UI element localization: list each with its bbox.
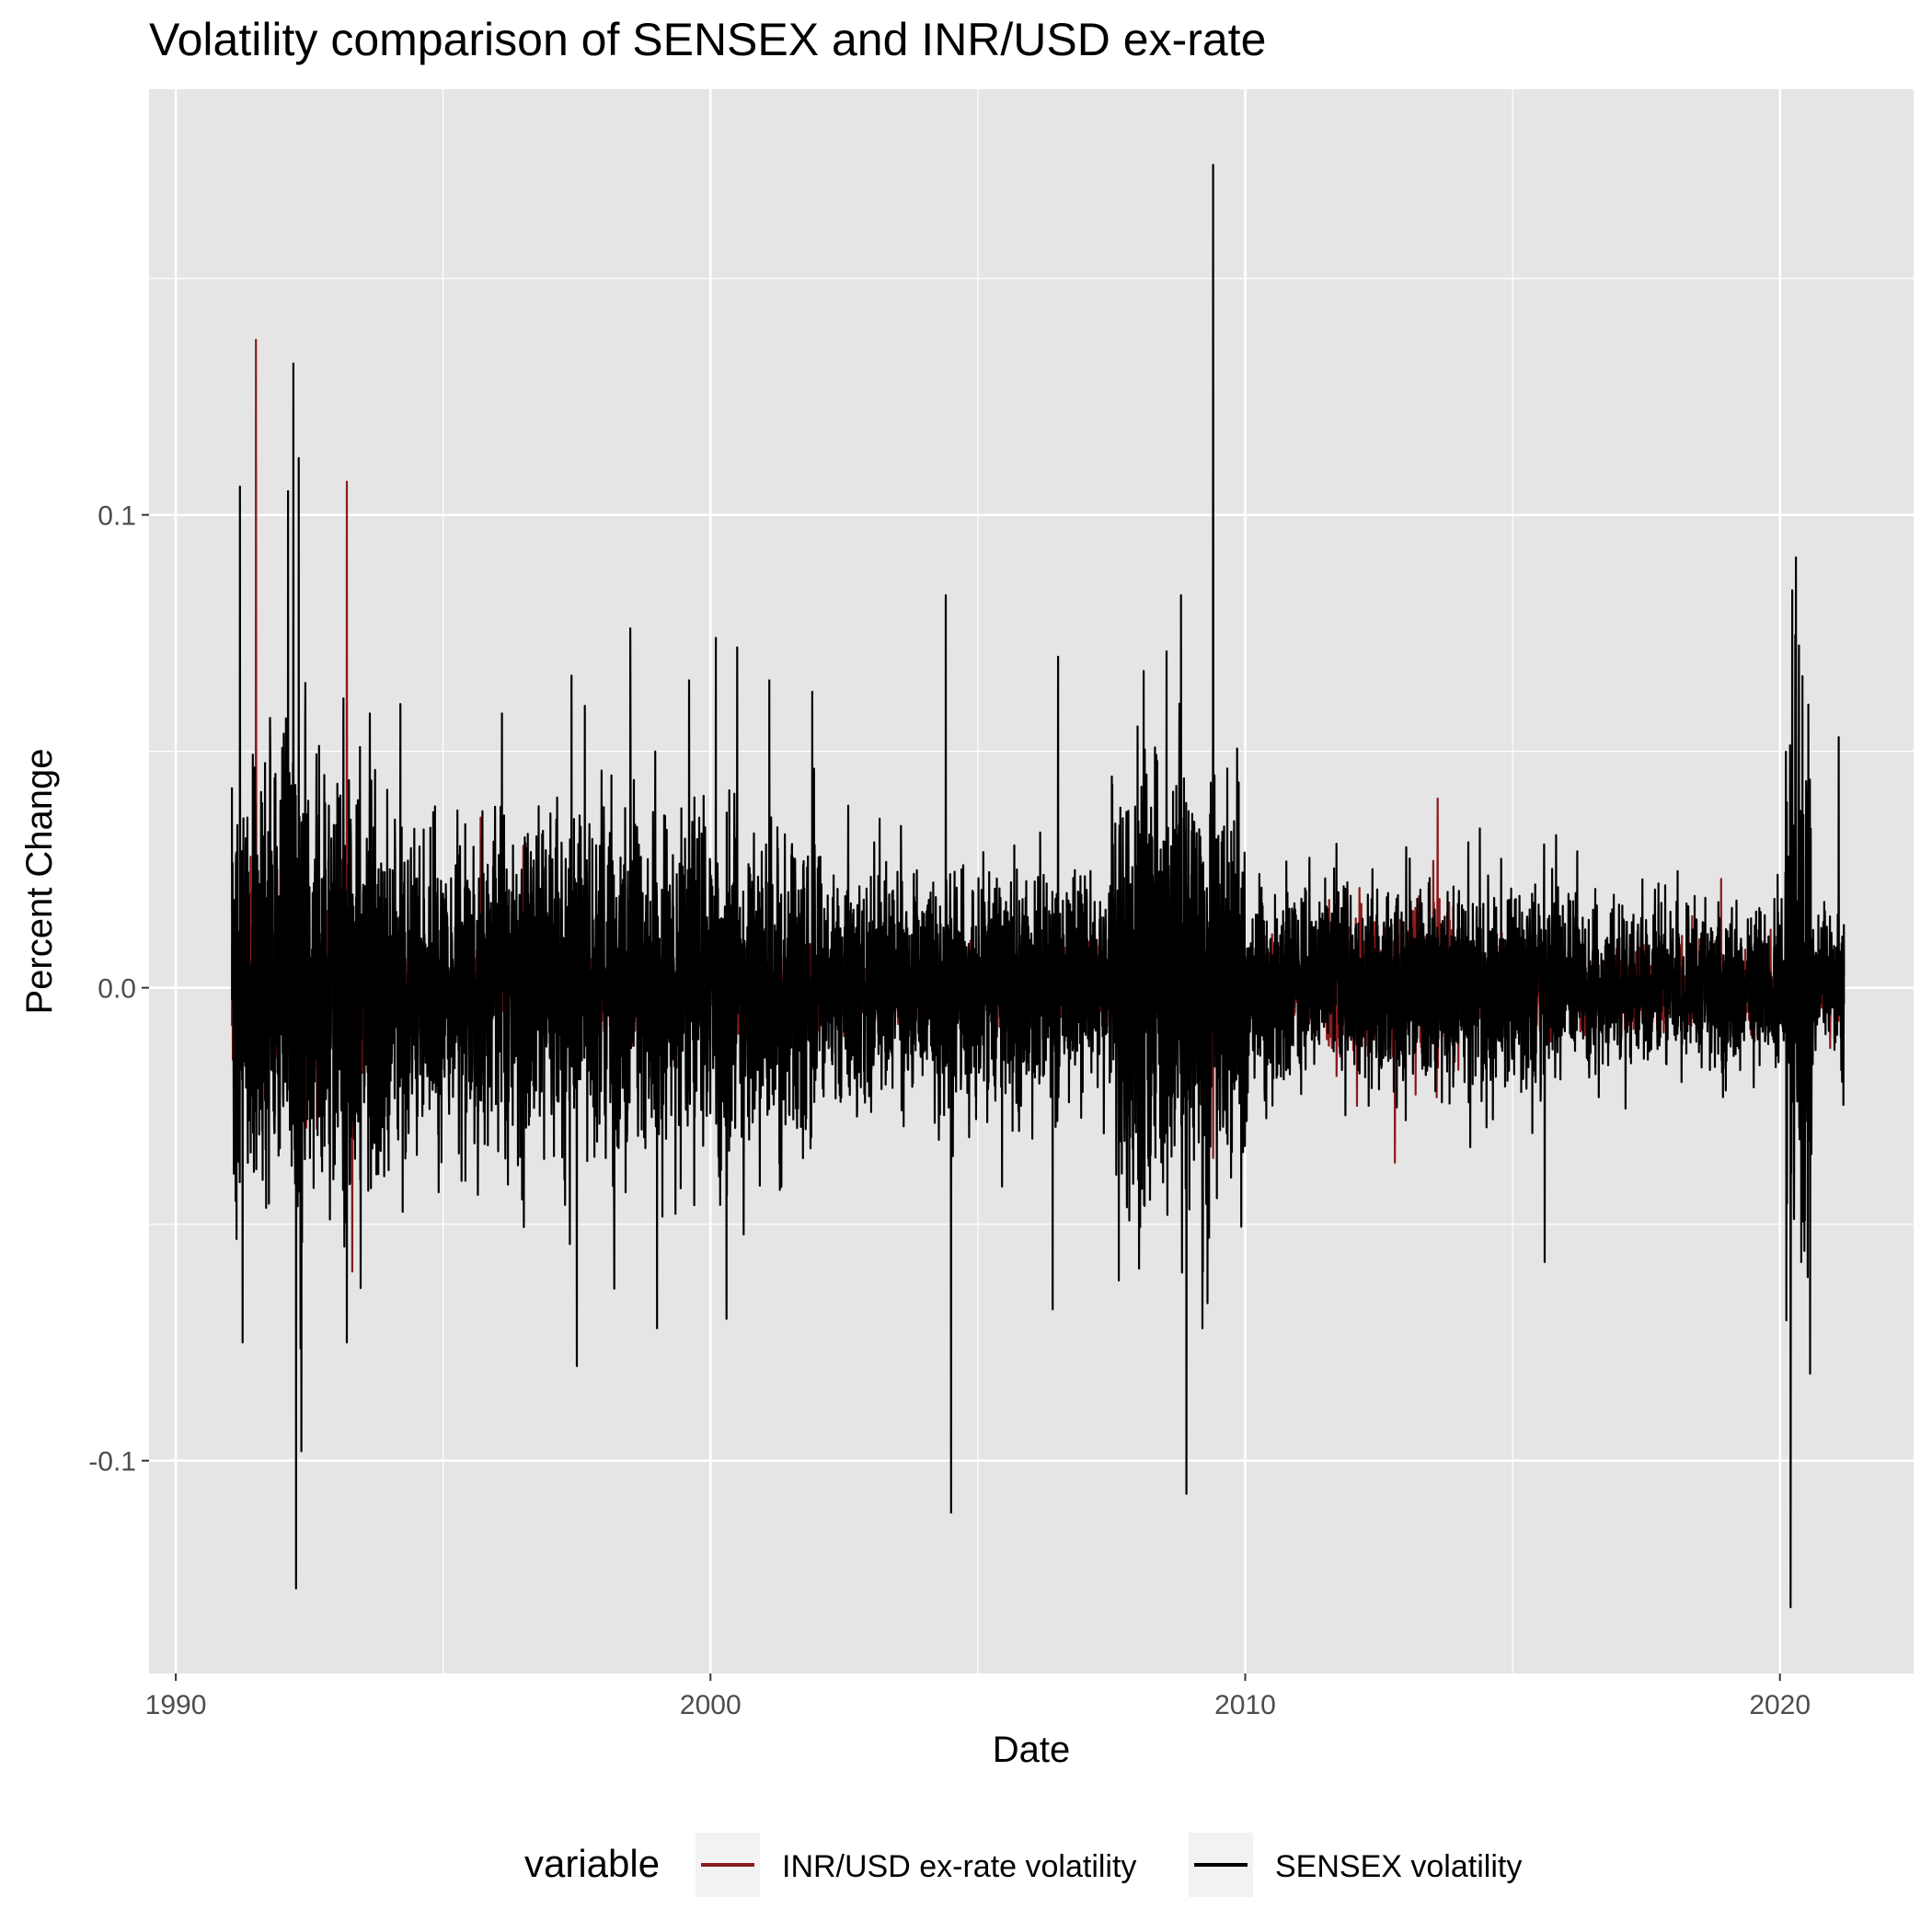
legend-title: variable xyxy=(524,1842,660,1885)
x-tick-label: 2000 xyxy=(680,1690,742,1720)
axes: 1990 2000 2010 2020 -0.1 0.0 0.1 xyxy=(88,501,1811,1720)
data-lines xyxy=(231,164,1846,1609)
y-axis-label: Percent Change xyxy=(19,748,60,1014)
legend-label-sensex: SENSEX volatility xyxy=(1275,1849,1522,1884)
x-tick-label: 2010 xyxy=(1214,1690,1276,1720)
grid-lines xyxy=(149,89,1914,1673)
y-tick-label: -0.1 xyxy=(88,1447,136,1478)
legend: variable INR/USD ex-rate volatility SENS… xyxy=(524,1833,1522,1897)
x-tick-label: 2020 xyxy=(1749,1690,1811,1720)
legend-label-inr: INR/USD ex-rate volatility xyxy=(782,1849,1136,1884)
series-line-sensex xyxy=(231,164,1846,1609)
y-tick-label: 0.0 xyxy=(98,974,136,1005)
y-tick-label: 0.1 xyxy=(98,501,136,532)
x-tick-label: 1990 xyxy=(145,1690,207,1720)
x-axis-label: Date xyxy=(993,1730,1071,1770)
chart-title: Volatility comparison of SENSEX and INR/… xyxy=(149,14,1266,65)
